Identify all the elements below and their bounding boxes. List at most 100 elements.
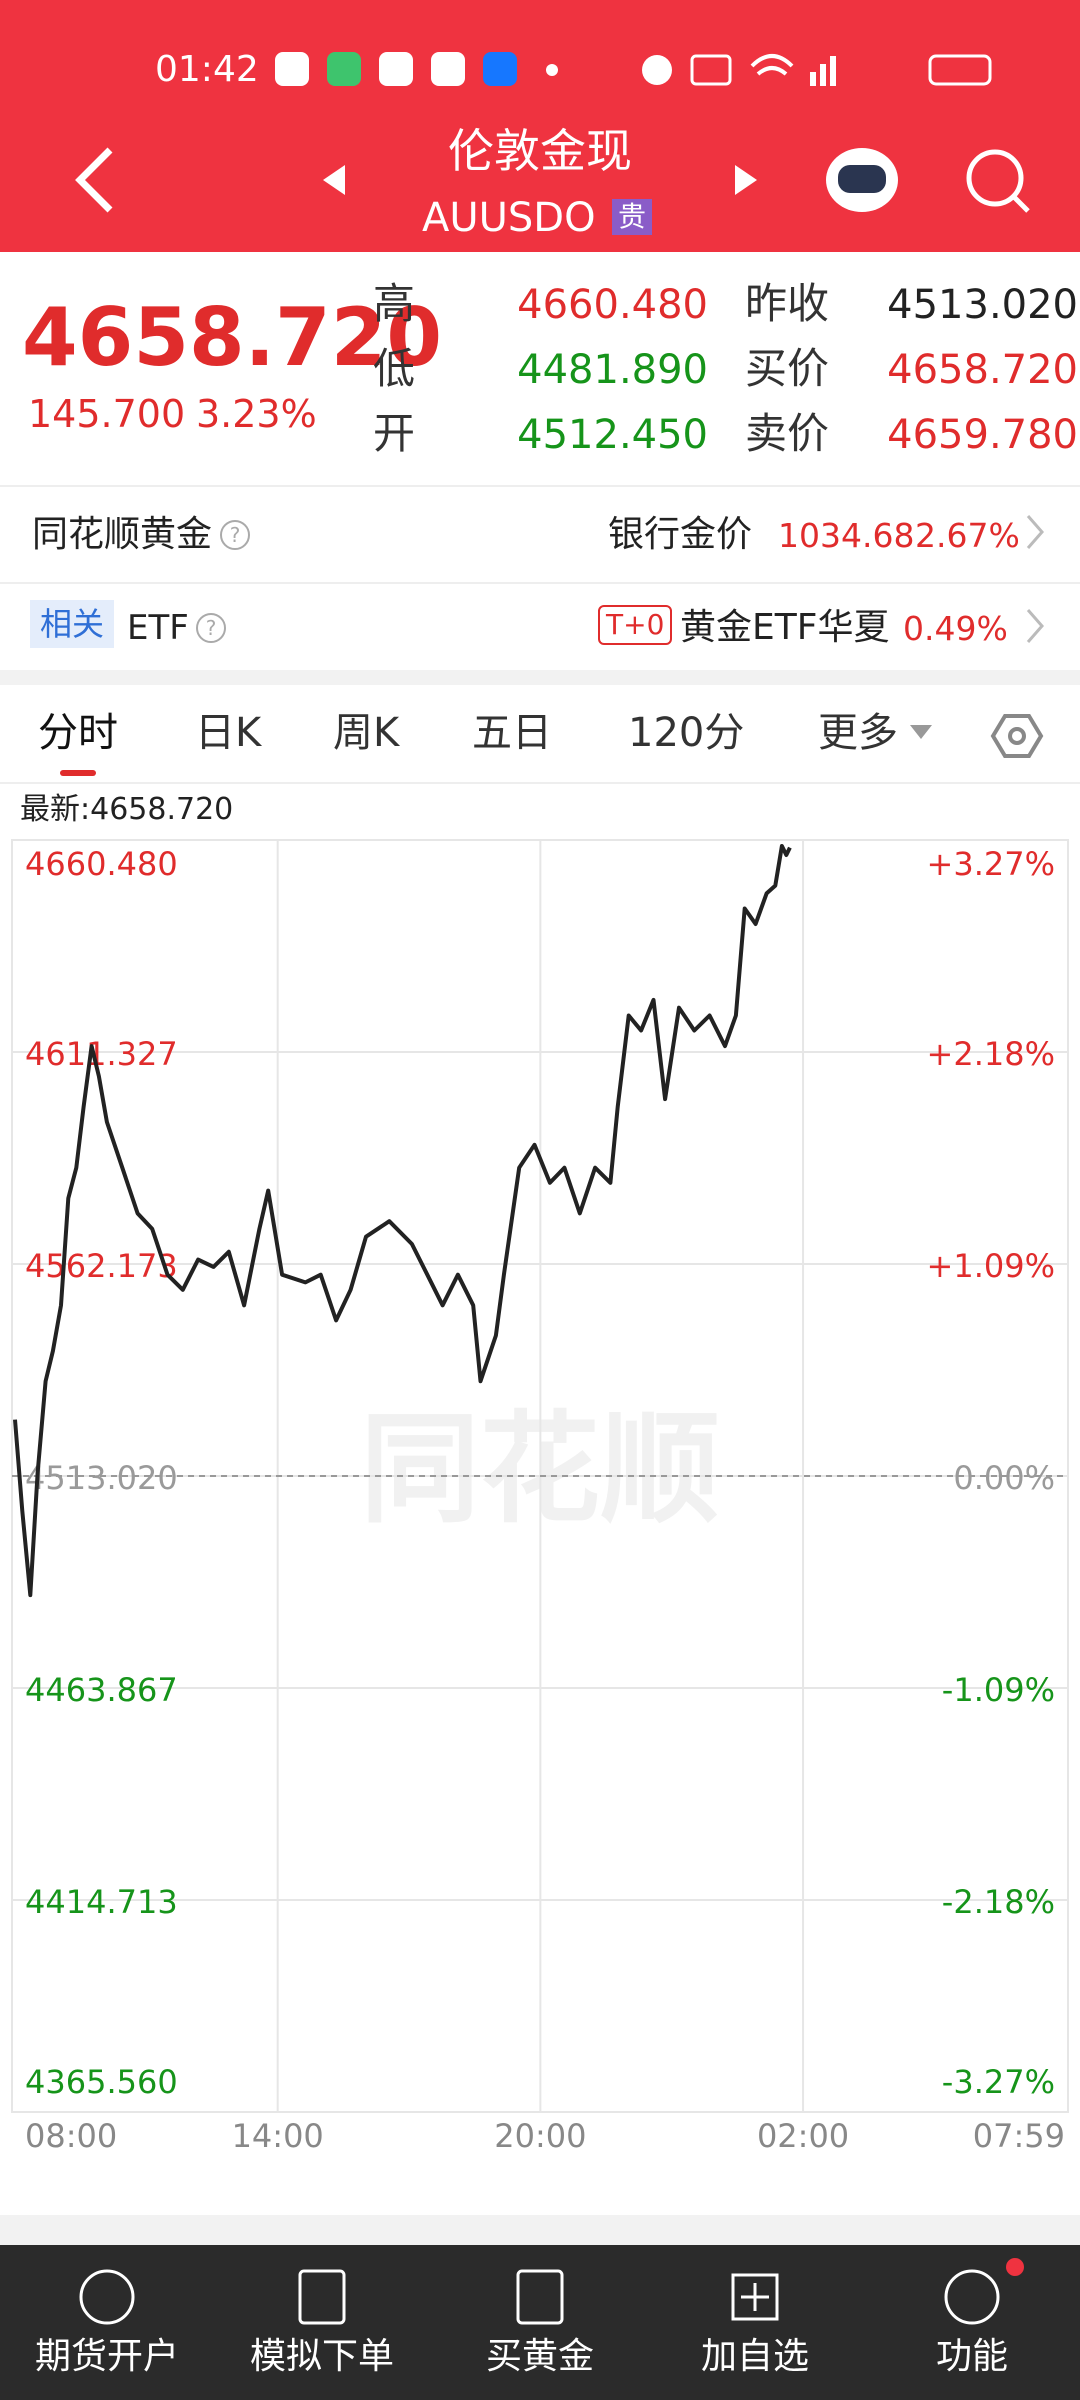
status-icon	[275, 52, 309, 86]
price-line	[13, 844, 792, 1598]
status-icon	[379, 52, 413, 86]
divider	[0, 582, 1080, 584]
y2-tick-label: -2.18%	[942, 1883, 1055, 1921]
y-tick-label: 4365.560	[25, 2063, 178, 2101]
stat-value: 4512.450	[517, 412, 708, 458]
section-gap	[0, 2215, 1080, 2245]
y2-tick-label: +1.09%	[927, 1247, 1055, 1285]
nav-icon[interactable]	[731, 2273, 779, 2321]
search-handle	[1012, 195, 1030, 213]
stat-label: 买价	[745, 344, 830, 393]
status-icon	[431, 52, 465, 86]
nav-icon[interactable]	[516, 2269, 564, 2325]
back-button[interactable]	[75, 147, 113, 213]
related-tag: 相关	[30, 600, 115, 648]
status-icon	[483, 52, 517, 86]
link-pct: 0.49%	[903, 609, 1008, 648]
bottom-nav: 期货开户 模拟下单 买黄金 加自选 功能	[0, 2245, 1080, 2400]
stat-value: 4660.480	[517, 282, 708, 328]
tab[interactable]: 更多	[818, 710, 898, 756]
nav-icon[interactable]	[298, 2269, 346, 2325]
search-button[interactable]	[966, 149, 1024, 207]
notify-dot	[1006, 2258, 1024, 2276]
link-value: 1034.68	[778, 516, 915, 555]
tab[interactable]: 周K	[333, 710, 400, 756]
y-tick-label: 4463.867	[25, 1671, 178, 1709]
wifi-icon	[750, 54, 794, 76]
y-tick-label: 4414.713	[25, 1883, 178, 1921]
nav-icon[interactable]	[79, 2269, 135, 2325]
plus	[741, 2283, 769, 2311]
dropdown-arrow	[910, 725, 932, 739]
prev-button[interactable]	[323, 165, 345, 195]
price-change-pct: 3.23%	[196, 392, 317, 436]
settings-button[interactable]	[990, 714, 1044, 758]
signal-icon	[830, 56, 836, 86]
x-tick-label: 02:00	[757, 2117, 849, 2155]
stat-value: 4513.020	[887, 282, 1078, 328]
help-icon[interactable]: ?	[196, 613, 226, 643]
nav-label[interactable]: 买黄金	[485, 2336, 594, 2377]
instrument-code: AUUSDO	[422, 195, 596, 241]
nav-label[interactable]: 期货开户	[34, 2336, 179, 2377]
x-tick-label: 14:00	[232, 2117, 324, 2155]
divider	[0, 485, 1080, 487]
nav-label[interactable]: 模拟下单	[249, 2336, 394, 2377]
stat-label: 开	[373, 409, 416, 458]
stat-value: 4659.780	[887, 412, 1078, 458]
stat-value: 4658.720	[887, 347, 1078, 393]
next-button[interactable]	[735, 165, 757, 195]
section-gap	[0, 670, 1080, 685]
last-price: 4658.720	[22, 291, 443, 384]
signal-icon	[820, 64, 826, 86]
t0-badge: T+0	[598, 605, 673, 645]
stat-label: 昨收	[745, 279, 830, 328]
x-tick-label: 08:00	[25, 2117, 117, 2155]
tab-active[interactable]: 分时	[38, 710, 118, 756]
y2-tick-label: 0.00%	[953, 1459, 1055, 1497]
header-bar: 01:42 伦敦金现 AUUSDO 贵	[0, 0, 1080, 252]
battery-icon	[928, 54, 992, 86]
tab[interactable]: 日K	[195, 710, 262, 756]
instrument-badge: 贵	[612, 199, 653, 235]
alarm-icon	[642, 55, 672, 85]
tab[interactable]: 五日	[472, 710, 552, 756]
settings-center	[1008, 727, 1026, 745]
stat-label: 低	[373, 344, 416, 393]
stat-label: 卖价	[745, 409, 830, 458]
y-tick-label: 4611.327	[25, 1035, 178, 1073]
header-icons	[75, 52, 1030, 213]
link-label[interactable]: 银行金价	[608, 514, 753, 555]
stat-value: 4481.890	[517, 347, 708, 393]
status-time: 01:42	[155, 49, 259, 90]
y-tick-label: 4660.480	[25, 845, 178, 883]
tab-indicator	[60, 770, 96, 776]
nav-icons	[79, 2258, 1024, 2325]
y-tick-label: 4562.173	[25, 1247, 178, 1285]
link-label[interactable]: 黄金ETF华夏	[680, 607, 890, 648]
divider	[0, 782, 1080, 784]
status-icon	[327, 52, 361, 86]
instrument-name: 伦敦金现	[448, 124, 632, 178]
y2-tick-label: -3.27%	[942, 2063, 1055, 2101]
help-icon[interactable]: ?	[220, 520, 250, 550]
link-name[interactable]: 同花顺黄金	[32, 514, 213, 555]
y2-tick-label: +3.27%	[927, 845, 1055, 883]
link-pct: 2.67%	[915, 516, 1020, 555]
x-tick-label: 20:00	[494, 2117, 586, 2155]
chevron[interactable]	[1026, 515, 1044, 549]
nav-label[interactable]: 功能	[935, 2336, 1008, 2377]
signal-icon	[810, 72, 816, 86]
stat-label: 高	[373, 279, 416, 328]
price-change: 145.700	[28, 392, 186, 436]
hd-icon	[690, 54, 732, 86]
link-name[interactable]: ETF	[127, 608, 189, 648]
chevron[interactable]	[1026, 609, 1044, 643]
nav-label[interactable]: 加自选	[700, 2336, 809, 2377]
y-tick-label: 4513.020	[25, 1459, 178, 1497]
nav-icon[interactable]	[944, 2269, 1000, 2325]
y2-tick-label: +2.18%	[927, 1035, 1055, 1073]
tab[interactable]: 120分	[628, 710, 745, 756]
